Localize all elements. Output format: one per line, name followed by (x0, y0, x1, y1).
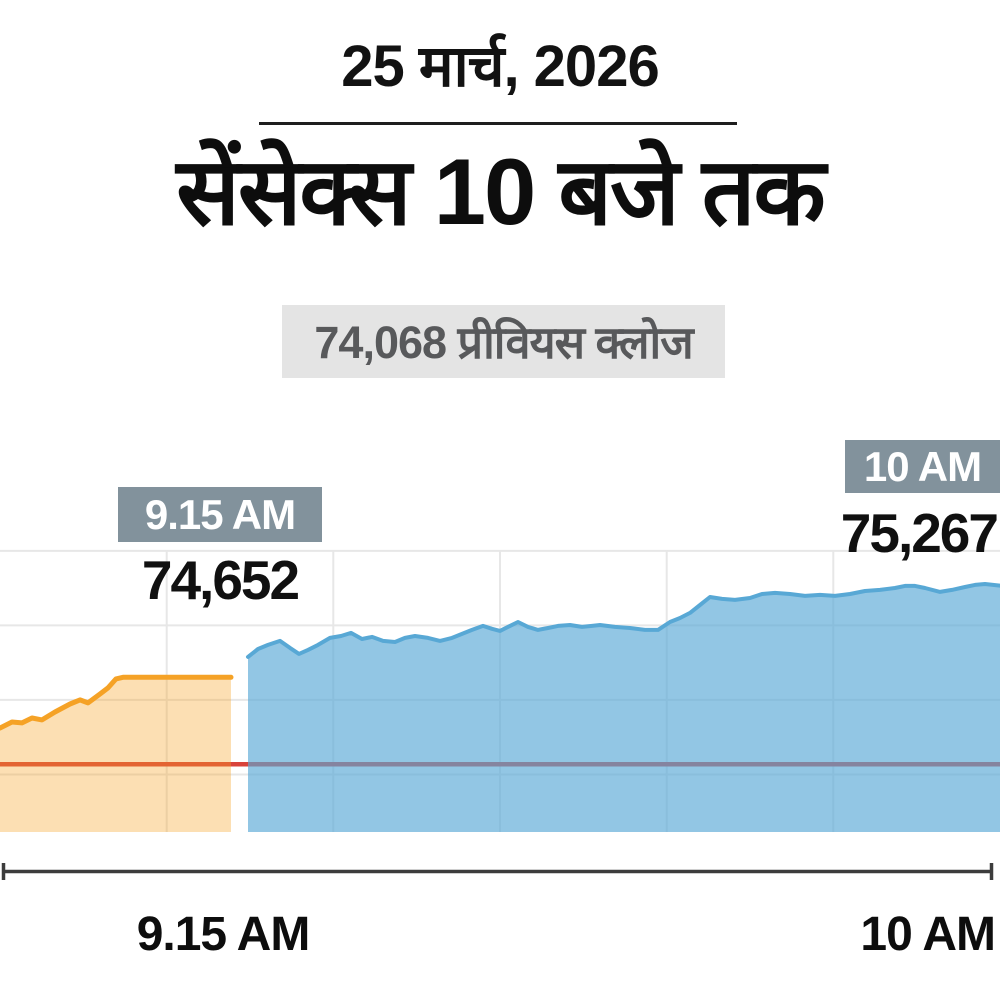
x-axis-label-start: 9.15 AM (136, 908, 311, 961)
9.15-to-10-segment-area (248, 584, 1000, 832)
date-underline-rule (259, 122, 737, 125)
pre-9.15-segment-area (0, 677, 231, 832)
pre-9.15-segment-line (0, 674, 234, 731)
page-title: सेंसेक्स 10 बजे तक (176, 139, 825, 244)
start-value-label: 74,652 (141, 549, 300, 611)
9.15-to-10-segment-line (246, 582, 1000, 659)
start-time-badge: 9.15 AM (118, 487, 322, 542)
end-time-badge: 10 AM (845, 440, 1000, 493)
end-value-label: 75,267 (840, 502, 999, 564)
previous-close-badge: 74,068 प्रीवियस क्लोज (282, 305, 725, 378)
date-heading: 25 मार्च, 2026 (341, 34, 659, 99)
x-axis-label-end: 10 AM (860, 908, 996, 961)
